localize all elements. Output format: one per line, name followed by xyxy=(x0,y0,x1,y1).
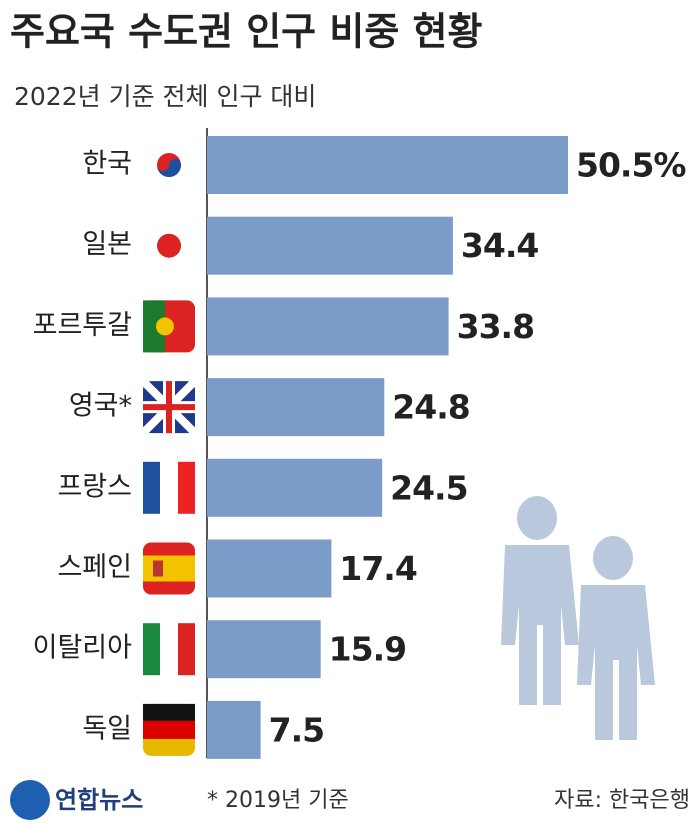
flag xyxy=(143,623,195,676)
bar xyxy=(207,700,261,759)
flag-blue xyxy=(143,461,160,514)
flag xyxy=(143,139,195,191)
bar xyxy=(207,378,385,437)
value-label: 33.8 xyxy=(457,307,534,346)
flag-red xyxy=(178,623,195,676)
flag-green xyxy=(143,623,160,676)
flag-green xyxy=(143,300,165,353)
value-label: 50.5% xyxy=(576,146,686,185)
bar xyxy=(207,297,449,356)
source: 자료: 한국은행 xyxy=(554,788,690,813)
flag xyxy=(143,300,195,353)
flag xyxy=(143,219,195,272)
flag-cross-red xyxy=(143,381,195,434)
value-label: 34.4 xyxy=(461,226,538,265)
flag-blue xyxy=(157,159,181,177)
flag xyxy=(143,461,195,514)
people-illustration xyxy=(501,496,655,740)
flag xyxy=(140,378,198,436)
category-label: 한국 xyxy=(82,149,132,180)
value-label: 24.8 xyxy=(392,388,469,427)
category-label: 일본 xyxy=(82,229,132,260)
chart-title: 주요국 수도권 인구 비중 현황 xyxy=(10,10,482,54)
value-label: 24.5 xyxy=(390,468,467,507)
flag-yellow xyxy=(143,555,195,582)
category-label: 영국* xyxy=(69,391,132,422)
flag-red xyxy=(157,233,181,258)
flag-emblem xyxy=(153,560,163,577)
category-label: 이탈리아 xyxy=(33,633,133,664)
category-label: 프랑스 xyxy=(57,471,132,502)
flag-red xyxy=(178,461,195,514)
value-label: 17.4 xyxy=(339,549,416,588)
value-label: 15.9 xyxy=(329,630,406,669)
bar xyxy=(207,539,332,598)
bar xyxy=(207,216,453,275)
bar xyxy=(207,458,383,517)
bar xyxy=(207,620,321,679)
category-label: 포르투갈 xyxy=(33,310,132,341)
flag-emblem xyxy=(156,317,174,336)
value-label: 7.5 xyxy=(269,710,324,749)
flag xyxy=(143,542,195,595)
category-label: 스페인 xyxy=(57,552,132,583)
flag xyxy=(143,703,195,756)
flag-red xyxy=(143,720,195,739)
flag-black xyxy=(143,703,195,721)
logo: 연합뉴스 xyxy=(55,786,143,814)
footnote: * 2019년 기준 xyxy=(207,788,349,813)
category-label: 독일 xyxy=(82,713,132,744)
bar xyxy=(207,136,568,194)
logo-mark xyxy=(10,780,50,820)
chart-subtitle: 2022년 기준 전체 인구 대비 xyxy=(14,82,316,111)
